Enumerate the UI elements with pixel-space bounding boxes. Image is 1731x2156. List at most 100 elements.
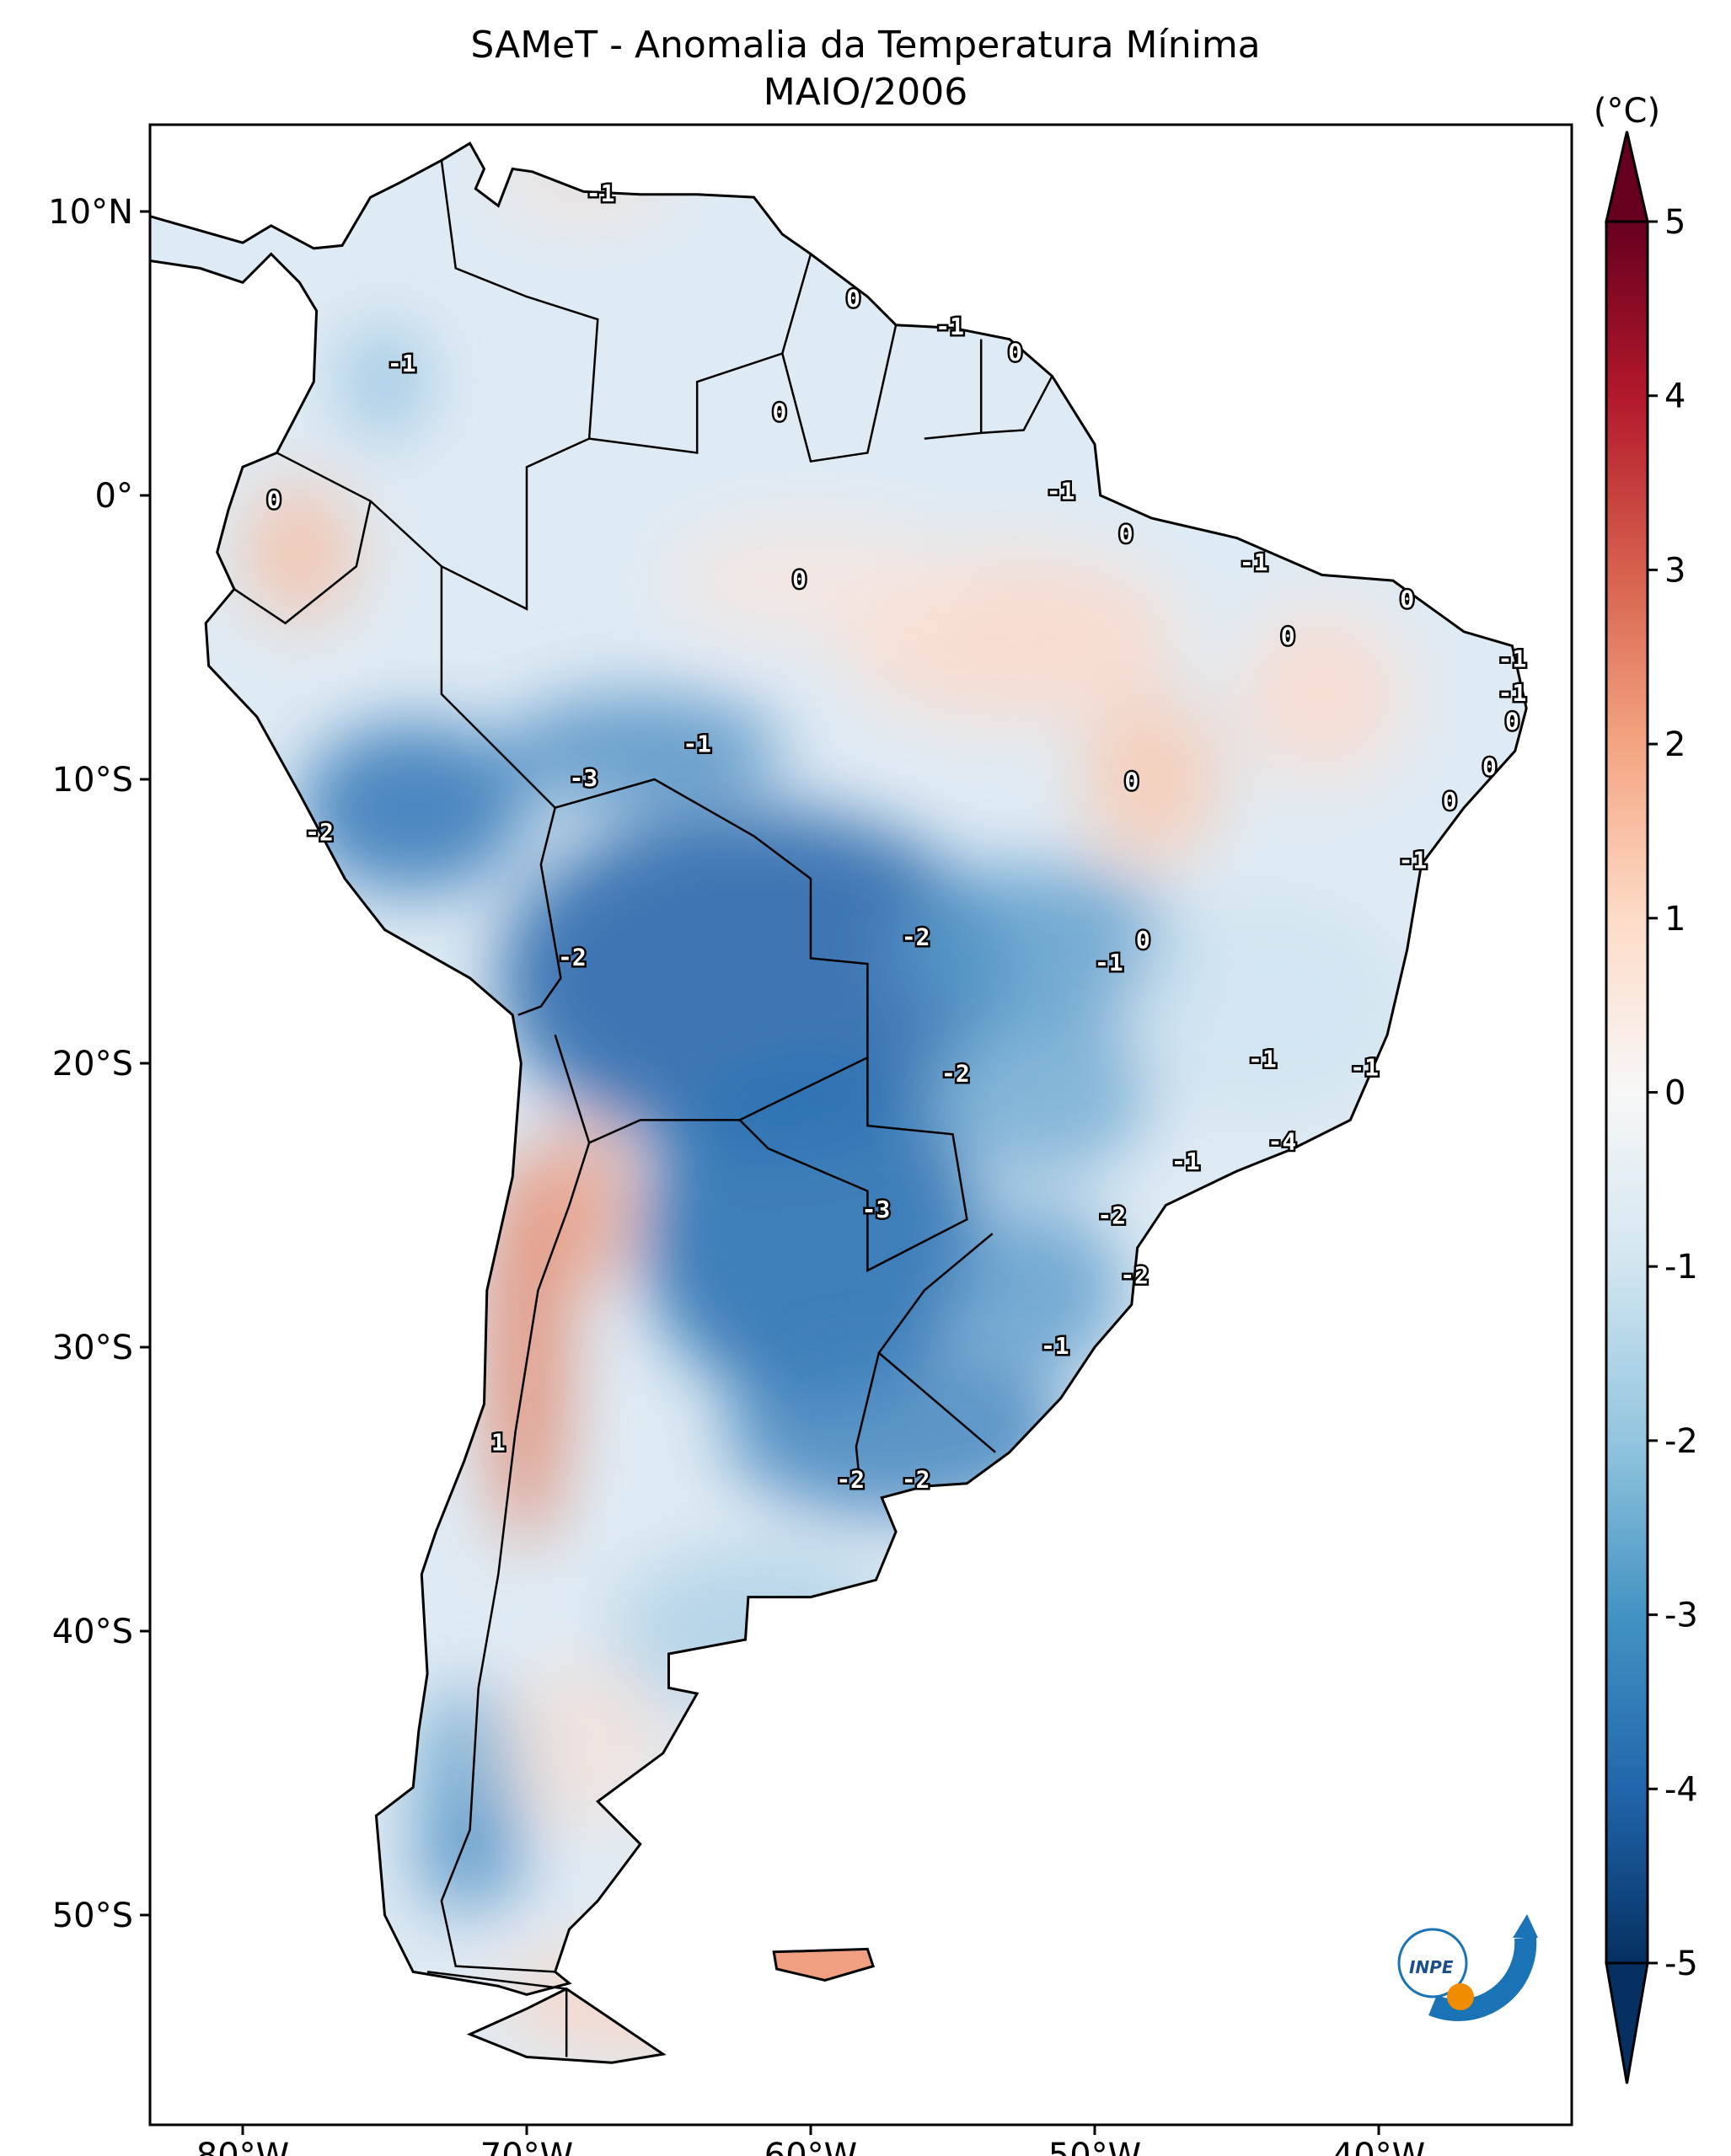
border-line [588, 254, 812, 454]
colorbar-tick-label: 0 [1664, 1074, 1685, 1113]
lat-tick-label: 40°S [52, 1613, 133, 1651]
map-title: SAMeT - Anomalia da Temperatura Mínima [470, 24, 1261, 67]
contour-label: -1 [1171, 1148, 1200, 1175]
logo-sun [1447, 1983, 1474, 2010]
colorbar-tick-label: 5 [1664, 203, 1685, 242]
lat-tick-label: 20°S [52, 1045, 133, 1083]
lat-tick-label: 30°S [52, 1329, 133, 1367]
contour-label: -2 [902, 923, 930, 951]
contour-label: -1 [1498, 679, 1527, 707]
colorbar-unit-label: (°C) [1594, 92, 1660, 131]
contour-label: 0 [1482, 753, 1497, 781]
lon-tick-label: 40°W [1332, 2137, 1425, 2156]
border-line [877, 1233, 996, 1453]
contour-label: 0 [1124, 767, 1139, 794]
anomaly-patch [498, 1659, 669, 1830]
border-line [426, 1971, 567, 1990]
contour-label: -2 [558, 943, 587, 971]
falklands-fill [774, 1949, 874, 1981]
contour-label: 0 [792, 565, 807, 593]
colorbar-extend-max [1605, 131, 1649, 223]
anomaly-patch [540, 1120, 626, 1291]
contour-label: -2 [1097, 1201, 1126, 1229]
contour-label: -1 [1399, 847, 1428, 875]
lat-tick-label: 50°S [52, 1897, 133, 1935]
anomaly-patch [498, 693, 783, 808]
colorbar-extend-min [1605, 1961, 1649, 2084]
border-line [440, 566, 562, 1016]
logo-arc [1428, 1937, 1537, 2021]
colorbar-tick-label: -1 [1664, 1248, 1698, 1287]
contour-label: -1 [935, 313, 964, 340]
anomaly-patch [924, 1006, 1152, 1177]
anomaly-patch [299, 722, 527, 893]
anomaly-patch [640, 1063, 982, 1404]
colorbar-tick-label: 2 [1664, 725, 1685, 764]
map-frame [148, 123, 1573, 2127]
contour-label: -1 [1248, 1046, 1277, 1073]
border-line [276, 160, 599, 611]
contour-label: 0 [267, 486, 281, 514]
contour-label: 0 [846, 284, 860, 312]
contour-label: -1 [587, 179, 615, 207]
lon-tick-label: 80°W [196, 2137, 289, 2156]
map-subtitle: MAIO/2006 [763, 71, 968, 114]
contour-label: -2 [1120, 1261, 1149, 1289]
contour-label: -2 [941, 1059, 970, 1087]
colorbar: 5 4 3 2 1 0 -1 -2 -3 -4 -5 (°C) [1594, 92, 1698, 2084]
anomaly-patch [668, 523, 953, 638]
anomaly-patch [952, 1205, 1123, 1376]
colorbar-tick-label: -4 [1664, 1770, 1698, 1809]
colorbar-bar [1605, 220, 1649, 1965]
contour-label: -1 [1498, 645, 1527, 672]
border-line [781, 324, 898, 463]
border-line [554, 778, 869, 1145]
anomaly-field [150, 143, 1527, 2063]
colorbar-tick-label: 1 [1664, 900, 1685, 939]
contour-label: 0 [1443, 787, 1457, 815]
contour-label: -3 [862, 1196, 891, 1223]
contour-label: 0 [1505, 708, 1519, 736]
border-line [738, 1057, 968, 1273]
contour-label: -2 [305, 818, 334, 846]
anomaly-patch [498, 807, 1010, 1149]
contour-label: 0 [773, 398, 787, 425]
contour-label: 0 [1008, 339, 1022, 366]
anomaly-patch [896, 864, 1181, 1035]
contour-label: -1 [683, 730, 711, 758]
colorbar-tick-label: 3 [1664, 551, 1685, 590]
contour-label: -1 [1350, 1054, 1379, 1082]
colorbar-tick-label: -5 [1664, 1945, 1698, 1983]
border-line [855, 1352, 881, 1475]
anomaly-patch [498, 154, 669, 211]
logo-text: INPE [1409, 1957, 1454, 1977]
contour-label: -3 [570, 764, 598, 792]
contour-label: -2 [902, 1465, 930, 1493]
contour-label: -1 [1047, 478, 1075, 506]
lat-tick-label: 0° [95, 477, 133, 516]
anomaly-patch [243, 481, 356, 623]
contour-label: 0 [1136, 926, 1150, 954]
contour-label: 0 [1281, 623, 1295, 650]
border-line [440, 1142, 591, 1973]
contour-label: 0 [1119, 520, 1133, 548]
lon-tick-label: 70°W [480, 2137, 573, 2156]
lon-tick-label: 50°W [1048, 2137, 1141, 2156]
anomaly-patch [612, 1545, 897, 1717]
colorbar-tick-label: -2 [1664, 1422, 1698, 1461]
coastline [150, 142, 1528, 2064]
contour-label: -1 [1041, 1332, 1069, 1360]
anomaly-patch [341, 324, 428, 439]
contour-label: 1 [491, 1429, 506, 1457]
country-borders [233, 160, 1053, 2057]
logo-arrow-icon [1513, 1914, 1538, 1938]
contour-label: -4 [1268, 1127, 1297, 1155]
contour-label: -1 [1240, 548, 1268, 576]
lat-tick-label: 10°N [48, 193, 133, 232]
lon-tick-label: 60°W [764, 2137, 857, 2156]
anomaly-patch [1080, 693, 1223, 865]
inpe-logo: INPE [1397, 1914, 1538, 2021]
border-line [233, 500, 372, 625]
